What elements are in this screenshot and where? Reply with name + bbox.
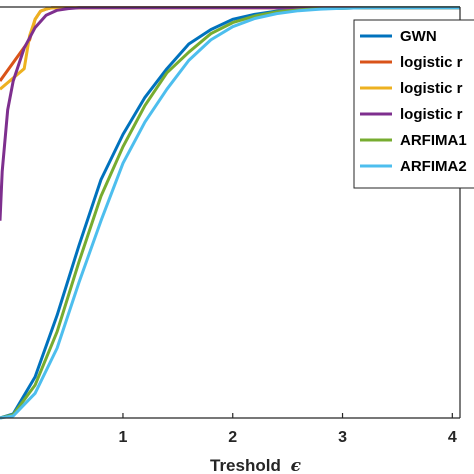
x-axis-title: Treshold ϵ xyxy=(210,456,302,474)
series-line-4 xyxy=(0,6,460,221)
x-tick-label-3: 3 xyxy=(338,429,347,446)
legend-label-2: logistic r xyxy=(400,54,463,71)
ticks-layer: 1 2 3 4 xyxy=(119,413,457,446)
x-tick-label-2: 2 xyxy=(228,429,237,446)
legend-label-6: ARFIMA2 xyxy=(400,158,467,175)
legend-box xyxy=(353,19,474,189)
series-line-6 xyxy=(0,6,460,420)
legend-label-5: ARFIMA1 xyxy=(400,132,467,149)
x-axis-title-text: Treshold xyxy=(210,456,281,474)
series-layer xyxy=(0,6,460,420)
series-line-3 xyxy=(0,6,460,91)
x-tick-label-4: 4 xyxy=(448,429,457,446)
legend: GWN logistic r logistic r logistic r ARFIMA1… xyxy=(353,19,474,189)
legend-label-4: logistic r xyxy=(400,106,463,123)
x-axis-title-symbol: ϵ xyxy=(291,456,302,474)
x-tick-label-1: 1 xyxy=(119,429,128,446)
legend-label-3: logistic r xyxy=(400,80,463,97)
legend-label-1: GWN xyxy=(400,28,437,45)
